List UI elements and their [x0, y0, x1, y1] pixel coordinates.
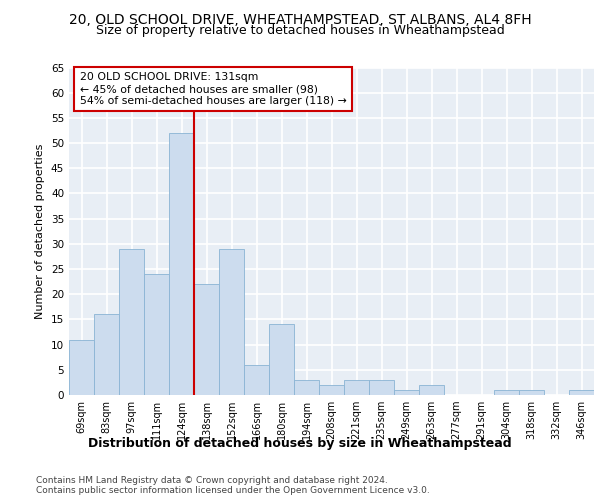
Text: 20 OLD SCHOOL DRIVE: 131sqm
← 45% of detached houses are smaller (98)
54% of sem: 20 OLD SCHOOL DRIVE: 131sqm ← 45% of det… [79, 72, 346, 106]
Bar [169, 133, 194, 395]
Bar [319, 385, 344, 395]
Bar [294, 380, 319, 395]
Bar [344, 380, 369, 395]
Text: Contains public sector information licensed under the Open Government Licence v3: Contains public sector information licen… [36, 486, 430, 495]
Bar [94, 314, 119, 395]
Bar [494, 390, 519, 395]
Bar [244, 365, 269, 395]
Text: Distribution of detached houses by size in Wheathampstead: Distribution of detached houses by size … [88, 438, 512, 450]
Bar [419, 385, 444, 395]
Text: 20, OLD SCHOOL DRIVE, WHEATHAMPSTEAD, ST ALBANS, AL4 8FH: 20, OLD SCHOOL DRIVE, WHEATHAMPSTEAD, ST… [68, 12, 532, 26]
Bar [144, 274, 169, 395]
Bar [194, 284, 219, 395]
Y-axis label: Number of detached properties: Number of detached properties [35, 144, 46, 319]
Text: Size of property relative to detached houses in Wheathampstead: Size of property relative to detached ho… [95, 24, 505, 37]
Bar [219, 249, 244, 395]
Bar [119, 249, 144, 395]
Bar [69, 340, 94, 395]
Bar [369, 380, 394, 395]
Bar [569, 390, 594, 395]
Bar [269, 324, 294, 395]
Text: Contains HM Land Registry data © Crown copyright and database right 2024.: Contains HM Land Registry data © Crown c… [36, 476, 388, 485]
Bar [394, 390, 419, 395]
Bar [519, 390, 544, 395]
